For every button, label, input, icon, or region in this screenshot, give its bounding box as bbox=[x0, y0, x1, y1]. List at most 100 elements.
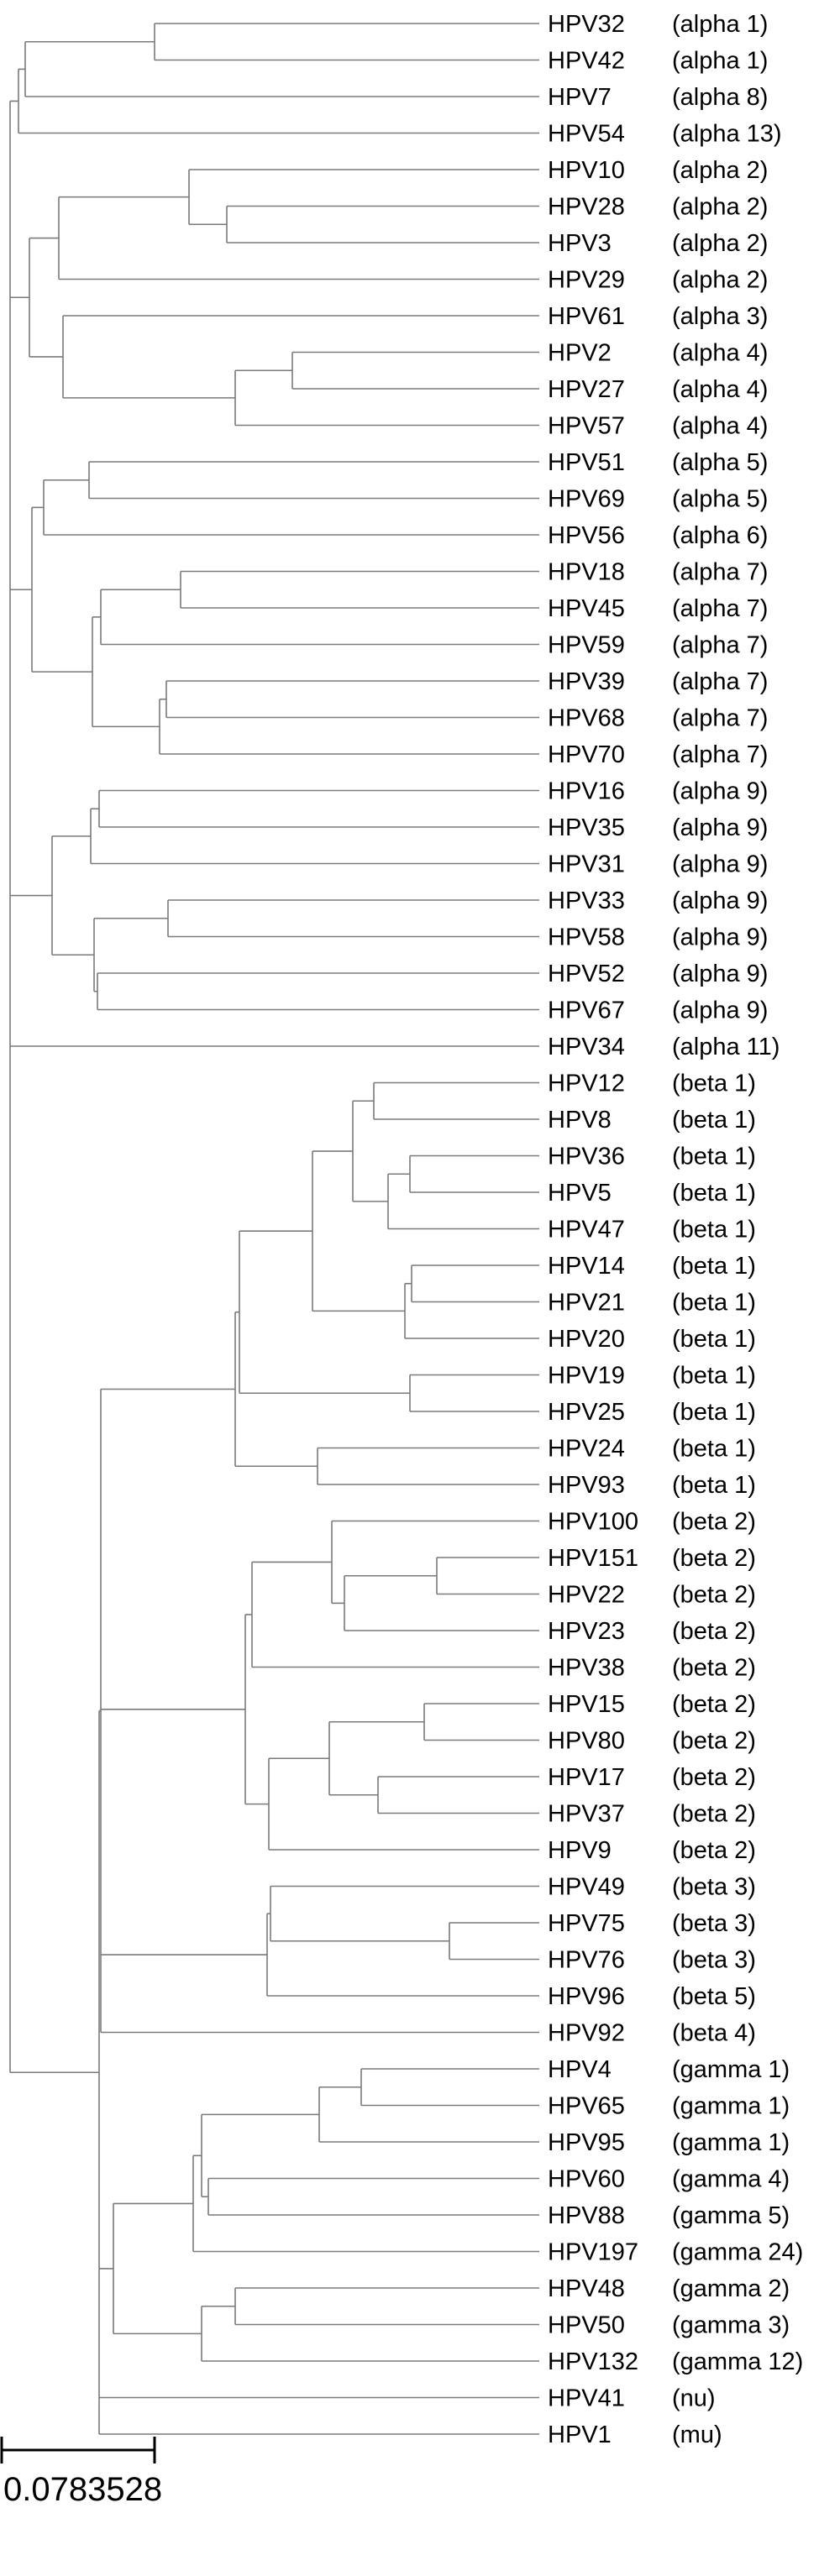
leaf-group-label: (beta 4) bbox=[672, 2020, 756, 2047]
leaf-group-label: (alpha 2) bbox=[672, 230, 768, 257]
leaf-label: HPV58 bbox=[548, 924, 625, 951]
leaf-label: HPV88 bbox=[548, 2202, 625, 2229]
leaf-label: HPV100 bbox=[548, 1509, 638, 1536]
leaf-group-label: (beta 2) bbox=[672, 1728, 756, 1755]
leaf-group-label: (beta 1) bbox=[672, 1472, 756, 1499]
leaf-label: HPV12 bbox=[548, 1071, 625, 1097]
leaf-label: HPV20 bbox=[548, 1326, 625, 1353]
leaf-group-label: (gamma 3) bbox=[672, 2312, 790, 2339]
leaf-label: HPV31 bbox=[548, 851, 625, 878]
leaf-group-label: (gamma 12) bbox=[672, 2348, 803, 2375]
leaf-group-label: (alpha 3) bbox=[672, 303, 768, 330]
leaf-label: HPV50 bbox=[548, 2312, 625, 2339]
leaf-group-label: (alpha 2) bbox=[672, 194, 768, 221]
leaf-group-label: (alpha 7) bbox=[672, 559, 768, 586]
leaf-label: HPV33 bbox=[548, 887, 625, 914]
leaf-label: HPV4 bbox=[548, 2056, 612, 2083]
leaf-group-label: (alpha 7) bbox=[672, 595, 768, 622]
leaf-label: HPV36 bbox=[548, 1144, 625, 1170]
leaf-group-label: (gamma 2) bbox=[672, 2275, 790, 2302]
leaf-label: HPV10 bbox=[548, 157, 625, 184]
leaf-label: HPV2 bbox=[548, 340, 612, 367]
leaf-group-label: (beta 2) bbox=[672, 1582, 756, 1609]
leaf-label: HPV25 bbox=[548, 1399, 625, 1426]
leaf-label: HPV76 bbox=[548, 1947, 625, 1974]
leaf-label: HPV19 bbox=[548, 1363, 625, 1390]
leaf-label: HPV34 bbox=[548, 1034, 625, 1060]
leaf-group-label: (beta 3) bbox=[672, 1874, 756, 1901]
leaf-group-label: (alpha 4) bbox=[672, 340, 768, 367]
leaf-label: HPV14 bbox=[548, 1253, 625, 1280]
leaf-group-label: (beta 1) bbox=[672, 1290, 756, 1317]
leaf-group-label: (alpha 9) bbox=[672, 814, 768, 841]
leaf-label: HPV21 bbox=[548, 1290, 625, 1317]
leaf-group-label: (beta 2) bbox=[672, 1655, 756, 1682]
leaf-group-label: (alpha 4) bbox=[672, 413, 768, 440]
leaf-group-label: (beta 2) bbox=[672, 1509, 756, 1536]
leaf-label: HPV51 bbox=[548, 449, 625, 476]
leaf-group-label: (gamma 5) bbox=[672, 2202, 790, 2229]
leaf-group-label: (alpha 9) bbox=[672, 924, 768, 951]
leaf-label: HPV8 bbox=[548, 1107, 612, 1134]
leaf-label: HPV1 bbox=[548, 2422, 612, 2448]
leaf-label: HPV57 bbox=[548, 413, 625, 440]
leaf-label: HPV52 bbox=[548, 961, 625, 987]
leaf-group-label: (alpha 9) bbox=[672, 887, 768, 914]
leaf-label: HPV92 bbox=[548, 2020, 625, 2047]
leaf-label: HPV60 bbox=[548, 2166, 625, 2193]
leaf-group-label: (alpha 7) bbox=[672, 741, 768, 768]
leaf-group-label: (alpha 2) bbox=[672, 267, 768, 294]
leaf-group-label: (beta 1) bbox=[672, 1363, 756, 1390]
leaf-group-label: (beta 1) bbox=[672, 1144, 756, 1170]
leaf-group-label: (alpha 11) bbox=[672, 1034, 780, 1060]
leaf-label: HPV61 bbox=[548, 303, 625, 330]
leaf-group-label: (nu) bbox=[672, 2385, 716, 2412]
leaf-label: HPV22 bbox=[548, 1582, 625, 1609]
leaf-group-label: (alpha 7) bbox=[672, 632, 768, 659]
leaf-group-label: (alpha 4) bbox=[672, 376, 768, 403]
leaf-label: HPV42 bbox=[548, 48, 625, 75]
leaf-group-label: (beta 1) bbox=[672, 1107, 756, 1134]
leaf-group-label: (beta 2) bbox=[672, 1618, 756, 1645]
leaf-group-label: (beta 1) bbox=[672, 1326, 756, 1353]
leaf-group-label: (beta 1) bbox=[672, 1399, 756, 1426]
leaf-label: HPV59 bbox=[548, 632, 625, 659]
scale-bar-label: 0.0783528 bbox=[3, 2471, 162, 2508]
leaf-label: HPV7 bbox=[548, 84, 612, 111]
leaf-label: HPV18 bbox=[548, 559, 625, 586]
leaf-group-label: (beta 2) bbox=[672, 1837, 756, 1864]
leaf-labels: HPV32 (alpha 1) HPV42 (alpha 1) HPV7 (alpha 8… bbox=[548, 11, 803, 2448]
leaf-label: HPV96 bbox=[548, 1983, 625, 2010]
leaf-group-label: (beta 1) bbox=[672, 1180, 756, 1207]
leaf-group-label: (alpha 9) bbox=[672, 851, 768, 878]
leaf-group-label: (alpha 6) bbox=[672, 522, 768, 549]
leaf-group-label: (mu) bbox=[672, 2422, 722, 2448]
leaf-group-label: (alpha 5) bbox=[672, 486, 768, 513]
leaf-group-label: (alpha 8) bbox=[672, 84, 768, 111]
leaf-group-label: (beta 3) bbox=[672, 1947, 756, 1974]
leaf-label: HPV41 bbox=[548, 2385, 625, 2412]
leaf-label: HPV75 bbox=[548, 1910, 625, 1937]
leaf-group-label: (beta 2) bbox=[672, 1764, 756, 1791]
leaf-label: HPV23 bbox=[548, 1618, 625, 1645]
leaf-label: HPV48 bbox=[548, 2275, 625, 2302]
leaf-group-label: (alpha 7) bbox=[672, 705, 768, 732]
leaf-group-label: (beta 1) bbox=[672, 1436, 756, 1463]
leaf-group-label: (beta 2) bbox=[672, 1801, 756, 1828]
leaf-label: HPV132 bbox=[548, 2348, 638, 2375]
leaf-label: HPV28 bbox=[548, 194, 625, 221]
leaf-group-label: (alpha 5) bbox=[672, 449, 768, 476]
leaf-label: HPV27 bbox=[548, 376, 625, 403]
leaf-label: HPV65 bbox=[548, 2093, 625, 2120]
leaf-label: HPV16 bbox=[548, 778, 625, 805]
leaf-group-label: (alpha 9) bbox=[672, 778, 768, 805]
leaf-label: HPV45 bbox=[548, 595, 625, 622]
leaf-label: HPV29 bbox=[548, 267, 625, 294]
leaf-group-label: (gamma 1) bbox=[672, 2093, 790, 2120]
leaf-group-label: (alpha 1) bbox=[672, 48, 768, 75]
leaf-label: HPV9 bbox=[548, 1837, 612, 1864]
leaf-group-label: (alpha 2) bbox=[672, 157, 768, 184]
leaf-group-label: (beta 2) bbox=[672, 1691, 756, 1718]
leaf-group-label: (alpha 9) bbox=[672, 997, 768, 1024]
leaf-group-label: (alpha 7) bbox=[672, 668, 768, 695]
